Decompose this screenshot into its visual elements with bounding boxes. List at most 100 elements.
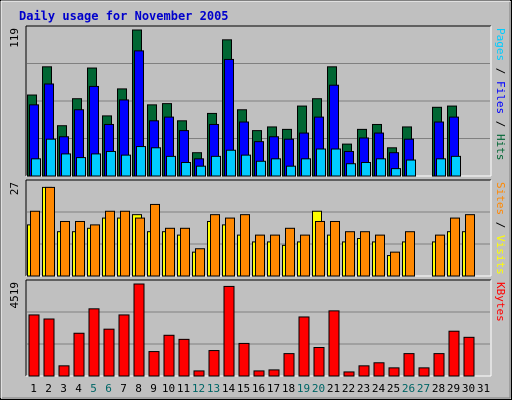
x-tick-label-day-10: 10 [162,382,175,395]
bottom-bar-kbytes-day-12 [193,370,205,377]
top-bar-pages-day-11 [181,162,191,177]
top-bar-pages-day-8 [136,146,146,177]
middle-bar-sites-day-20 [315,220,325,277]
x-tick-label-day-17: 17 [267,382,280,395]
bottom-bar-kbytes-day-20 [313,346,325,377]
bottom-bar-kbytes-day-28 [433,353,445,377]
bottom-bar-kbytes-day-3 [58,365,70,377]
x-tick-label-day-26: 26 [402,382,415,395]
top-bar-pages-day-24 [376,158,386,177]
middle-legend-segment: Visits [494,235,507,275]
middle-bar-sites-day-7 [120,210,130,277]
top-bar-pages-day-10 [166,155,176,177]
middle-bar-sites-day-26 [405,231,415,277]
bottom-bar-kbytes-day-6 [103,328,115,377]
x-tick-label-day-23: 23 [357,382,370,395]
middle-bar-sites-day-16 [255,234,265,277]
bottom-bar-kbytes-day-5 [88,308,100,377]
middle-bar-sites-day-22 [345,231,355,277]
top-bar-pages-day-12 [196,165,206,177]
top-bar-pages-day-13 [211,155,221,177]
top-bar-pages-day-1 [31,158,41,177]
top-bar-pages-day-29 [451,155,461,177]
bottom-bar-kbytes-day-14 [223,285,235,377]
x-tick-label-day-30: 30 [462,382,475,395]
middle-bar-sites-day-12 [195,248,205,277]
bottom-bar-kbytes-day-7 [118,314,130,377]
middle-bar-sites-day-10 [165,227,175,277]
x-tick-label-day-31: 31 [477,382,490,395]
x-tick-label-day-3: 3 [60,382,67,395]
bottom-bar-kbytes-day-29 [448,330,460,377]
top-bar-pages-day-21 [331,148,341,177]
x-tick-label-day-12: 12 [192,382,205,395]
top-bar-pages-day-14 [226,149,236,177]
top-bar-pages-day-4 [76,157,86,177]
middle-bar-sites-day-30 [465,214,475,277]
bottom-bar-kbytes-day-11 [178,338,190,377]
middle-bar-sites-day-2 [45,186,55,277]
top-bar-pages-day-17 [271,158,281,177]
bottom-max-label: 4519 [8,282,21,309]
middle-legend-segment: Sites [494,182,507,215]
bottom-bar-kbytes-day-17 [268,369,280,377]
middle-bar-sites-day-8 [135,217,145,277]
bottom-bar-kbytes-day-2 [43,318,55,377]
x-tick-label-day-6: 6 [105,382,112,395]
bottom-bar-kbytes-day-9 [148,351,160,377]
top-max-label: 119 [8,28,21,48]
x-tick-label-day-25: 25 [387,382,400,395]
bottom-bar-kbytes-day-22 [343,371,355,377]
top-bar-pages-day-15 [241,154,251,177]
bottom-bar-kbytes-day-15 [238,342,250,377]
top-bar-pages-day-7 [121,154,131,177]
bottom-bar-kbytes-day-18 [283,353,295,377]
top-legend-segment: Files [494,81,507,114]
middle-legend-segment: / [494,215,507,235]
middle-side-legend: Sites / Visits [494,182,507,275]
x-tick-label-day-15: 15 [237,382,250,395]
x-tick-label-day-29: 29 [447,382,460,395]
top-bar-pages-day-16 [256,160,266,177]
middle-bar-sites-day-17 [270,234,280,277]
x-tick-label-day-20: 20 [312,382,325,395]
bottom-bar-kbytes-day-4 [73,332,85,377]
x-tick-label-day-9: 9 [150,382,157,395]
bottom-legend-segment: KBytes [494,282,507,322]
middle-bar-sites-day-6 [105,210,115,277]
top-bar-pages-day-23 [361,162,371,177]
top-bar-pages-day-3 [61,153,71,177]
x-tick-label-day-7: 7 [120,382,127,395]
top-bar-pages-day-20 [316,148,326,177]
x-tick-label-day-28: 28 [432,382,445,395]
middle-bar-sites-day-13 [210,214,220,277]
middle-bar-sites-day-9 [150,203,160,277]
bottom-side-legend: KBytes [494,282,507,322]
bottom-bar-kbytes-day-8 [133,283,145,377]
bottom-bar-kbytes-day-21 [328,310,340,377]
chart-title: Daily usage for November 2005 [19,9,229,23]
x-tick-label-day-24: 24 [372,382,386,395]
x-tick-label-day-14: 14 [222,382,236,395]
x-tick-label-day-11: 11 [177,382,190,395]
x-tick-label-day-22: 22 [342,382,355,395]
bottom-bar-kbytes-day-26 [403,353,415,377]
bottom-bar-kbytes-day-19 [298,316,310,377]
middle-bar-sites-day-1 [30,210,40,277]
top-bar-pages-day-28 [436,158,446,177]
bottom-bar-kbytes-day-23 [358,365,370,377]
middle-bar-sites-day-14 [225,217,235,277]
x-tick-label-day-21: 21 [327,382,340,395]
middle-bar-sites-day-21 [330,220,340,277]
top-bar-pages-day-18 [286,165,296,177]
top-bar-pages-day-25 [391,168,401,177]
top-legend-segment: Pages [494,28,507,61]
top-bar-pages-day-26 [406,159,416,177]
top-legend-segment: / [494,61,507,81]
middle-bar-sites-day-23 [360,231,370,277]
top-bar-pages-day-6 [106,150,116,177]
bottom-bar-kbytes-day-24 [373,362,385,377]
middle-bar-sites-day-28 [435,234,445,277]
